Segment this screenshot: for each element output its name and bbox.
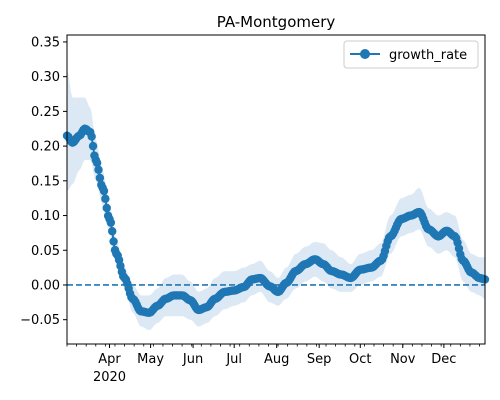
y-axis-ticks: −0.05 0.00 0.05 0.10 0.15 0.20 0.25 0.30 0.35 xyxy=(20,35,67,328)
x-tick-label: Jul xyxy=(225,352,242,367)
growth-rate-point xyxy=(92,158,102,168)
x-tick-label: Dec xyxy=(431,352,456,367)
y-tick-label: 0.25 xyxy=(31,105,60,120)
growth-rate-point xyxy=(101,194,110,203)
growth-rate-series-layer xyxy=(62,124,490,317)
y-tick-label: 0.30 xyxy=(31,70,60,85)
growth-rate-point xyxy=(94,165,103,174)
growth-rate-point xyxy=(99,186,109,196)
growth-rate-point xyxy=(87,132,96,141)
growth-rate-point xyxy=(109,237,118,246)
x-tick-label: Oct xyxy=(349,352,371,367)
plot-frame xyxy=(66,34,486,345)
x-tick-label: Apr xyxy=(98,352,121,367)
y-tick-label: 0.05 xyxy=(31,244,60,259)
chart-title: PA-Montgomery xyxy=(217,13,336,31)
legend: growth_rate xyxy=(343,40,479,69)
x-tick-label: Jun xyxy=(182,352,203,367)
x-tick-label: Sep xyxy=(307,352,332,367)
y-tick-label: 0.10 xyxy=(31,209,60,224)
y-tick-label: 0.00 xyxy=(31,278,60,293)
y-tick-label: 0.15 xyxy=(31,174,60,189)
x-axis-ticks: Apr 2020 May Jun Jul Aug Sep Oct Nov Dec xyxy=(66,344,480,385)
growth-rate-point xyxy=(108,227,117,236)
x-tick-label: Aug xyxy=(264,352,289,367)
x-tick-year-label: 2020 xyxy=(93,370,126,385)
x-tick-label: Nov xyxy=(390,352,416,367)
growth-rate-point xyxy=(88,141,98,151)
legend-label-growth-rate: growth_rate xyxy=(389,48,467,63)
growth-rate-point xyxy=(106,218,116,227)
legend-marker-swatch xyxy=(360,49,370,59)
y-tick-label: −0.05 xyxy=(20,313,60,328)
growth-rate-point xyxy=(102,203,111,213)
y-tick-label: 0.35 xyxy=(31,35,60,50)
growth-rate-point xyxy=(95,173,105,183)
x-tick-label: May xyxy=(137,352,164,367)
legend-box xyxy=(343,40,479,69)
y-tick-label: 0.20 xyxy=(31,140,60,155)
